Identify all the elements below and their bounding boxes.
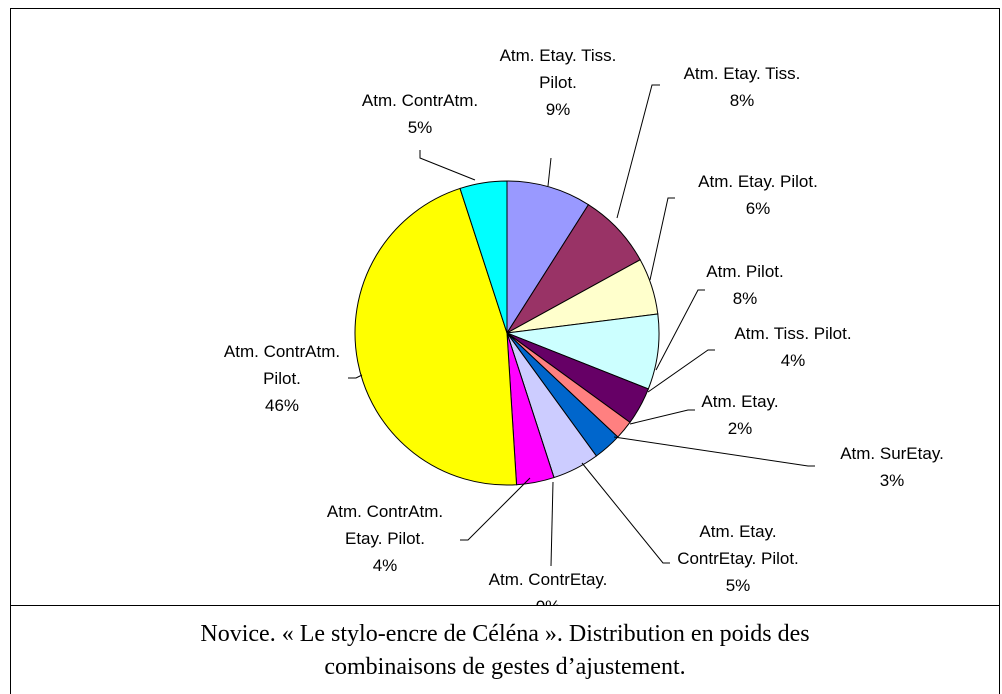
pie-slice [459, 180, 508, 334]
leader-line [616, 84, 660, 219]
slice-value: 5% [407, 118, 433, 137]
leader-line [629, 409, 695, 425]
slice-value: 8% [732, 289, 758, 308]
slice-name: Atm. Etay. Tiss. Pilot. [499, 46, 617, 92]
slice-label: Atm. Etay. 2% [680, 388, 800, 442]
leader-line [649, 197, 675, 281]
slice-label: Atm. Tiss. Pilot. 4% [708, 320, 878, 374]
leader-line [647, 349, 715, 393]
slice-label: Atm. ContrAtm. 5% [340, 87, 500, 141]
slice-value: 5% [725, 576, 751, 595]
slice-label: Atm. Etay. ContrEtay. Pilot. 5% [663, 518, 813, 599]
leader-line [550, 481, 554, 567]
slice-name: Atm. ContrAtm. [361, 91, 479, 110]
slice-label: Atm. Etay. Pilot. 6% [683, 168, 833, 222]
pie-slice [506, 180, 590, 335]
leader-line [419, 150, 476, 181]
slice-label: Atm. Pilot. 8% [685, 258, 805, 312]
slice-name: Atm. Etay. ContrEtay. Pilot. [677, 522, 799, 568]
slice-value: 8% [729, 91, 755, 110]
slice-value: 4% [372, 556, 398, 575]
slice-name: Atm. Etay. [701, 392, 779, 411]
slice-name: Atm. Tiss. Pilot. [734, 324, 852, 343]
slice-value: 6% [745, 199, 771, 218]
leader-line [348, 374, 363, 379]
slice-label: Atm. SurEtay. 3% [817, 440, 967, 494]
leader-line [613, 436, 815, 467]
slice-name: Atm. ContrAtm. Etay. Pilot. [326, 502, 444, 548]
slice-name: Atm. ContrAtm. Pilot. [223, 342, 341, 388]
slice-value: 46% [264, 396, 300, 415]
slice-name: Atm. Etay. Pilot. [698, 172, 818, 191]
leader-line [581, 462, 670, 564]
slice-name: Atm. SurEtay. [840, 444, 944, 463]
slice-label: Atm. ContrAtm. Pilot. 46% [212, 338, 352, 419]
leader-line [655, 289, 705, 371]
leader-line [460, 477, 531, 541]
slice-value: 4% [780, 351, 806, 370]
slice-label: Atm. Etay. Tiss. Pilot. 9% [483, 42, 633, 123]
slice-name: Atm. ContrEtay. [488, 570, 608, 589]
leader-line [547, 157, 552, 187]
slice-label: Atm. Etay. Tiss. 8% [667, 60, 817, 114]
slice-value: 3% [879, 471, 905, 490]
slice-value: 9% [545, 100, 571, 119]
slice-label: Atm. ContrAtm. Etay. Pilot. 4% [315, 498, 455, 579]
caption: Novice. « Le stylo-encre de Céléna ». Di… [10, 605, 1000, 694]
slice-name: Atm. Pilot. [706, 262, 784, 281]
slice-name: Atm. Etay. Tiss. [683, 64, 801, 83]
slice-value: 2% [727, 419, 753, 438]
pie-slice [354, 187, 518, 486]
